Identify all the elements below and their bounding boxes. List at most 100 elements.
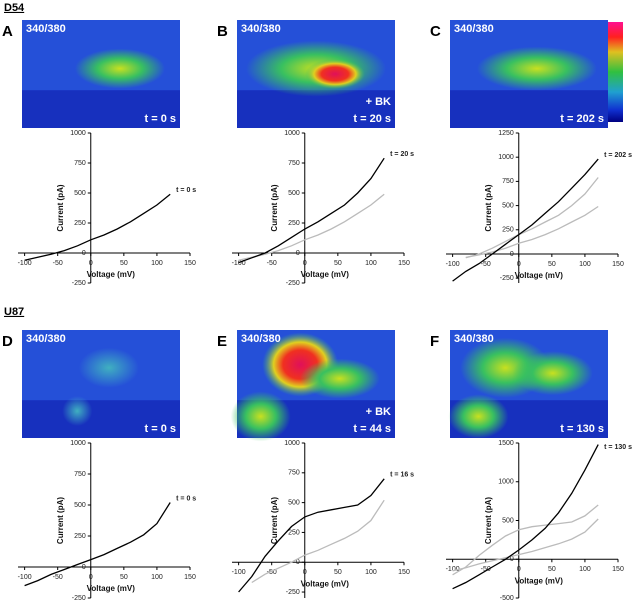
x-axis-label: Voltage (mV) [87, 270, 136, 279]
x-tick-label: 100 [579, 566, 591, 573]
ratio-label: 340/380 [26, 23, 66, 35]
panel-letter: F [430, 333, 439, 350]
x-tick-label: -100 [232, 260, 246, 267]
x-tick-label: -50 [267, 569, 277, 576]
iv-trace [238, 478, 385, 593]
y-tick-label: 750 [288, 160, 300, 167]
y-tick-label: 0 [82, 564, 86, 571]
iv-trace [452, 518, 599, 572]
x-tick-label: 150 [612, 566, 624, 573]
iv-trace [465, 205, 599, 259]
x-tick-label: -50 [267, 260, 277, 267]
x-tick-label: 0 [303, 260, 307, 267]
y-tick-label: -250 [286, 589, 300, 596]
iv-trace [24, 193, 171, 261]
y-tick-label: 1500 [498, 440, 514, 447]
x-tick-label: 0 [517, 261, 521, 268]
cell-signal [62, 396, 93, 426]
cell-signal [448, 394, 509, 439]
cell-signal [74, 48, 165, 89]
y-tick-label: 750 [502, 178, 514, 185]
micrograph-shade [450, 90, 608, 128]
y-tick-label: -500 [500, 595, 514, 602]
x-tick-label: 50 [548, 261, 556, 268]
y-tick-label: 1250 [498, 130, 514, 137]
treatment-label: + BK [366, 406, 391, 418]
x-tick-label: 0 [303, 569, 307, 576]
x-tick-label: 50 [334, 260, 342, 267]
iv-trace [24, 502, 171, 587]
trace-annotation: t = 0 s [176, 187, 196, 194]
ratio-label: 340/380 [241, 333, 281, 345]
micrograph-shade [22, 90, 180, 128]
y-tick-label: 500 [502, 517, 514, 524]
time-label: t = 202 s [560, 113, 604, 125]
x-tick-label: 100 [151, 574, 163, 581]
y-tick-label: 1000 [498, 479, 514, 486]
iv-trace [452, 158, 599, 282]
y-axis-label: Current (pA) [270, 184, 279, 231]
y-tick-label: 1000 [284, 440, 300, 447]
iv-trace [251, 499, 385, 584]
iv-trace [452, 504, 599, 576]
color-scale [607, 22, 623, 122]
x-tick-label: 100 [365, 260, 377, 267]
y-tick-label: 250 [502, 227, 514, 234]
y-tick-label: 750 [288, 470, 300, 477]
y-tick-label: 500 [74, 190, 86, 197]
ratio-label: 340/380 [454, 333, 494, 345]
y-tick-label: 250 [288, 529, 300, 536]
trace-annotation: t = 16 s [390, 472, 414, 479]
cell-signal [230, 391, 291, 442]
y-axis-label: Current (pA) [56, 497, 65, 544]
y-tick-label: 0 [296, 250, 300, 257]
time-label: t = 0 s [145, 113, 177, 125]
iv-trace [238, 157, 385, 264]
trace-annotation: t = 130 s [604, 444, 632, 451]
x-tick-label: 50 [120, 574, 128, 581]
cell-signal [476, 46, 597, 91]
cell-signal [78, 347, 139, 388]
x-tick-label: 150 [184, 260, 196, 267]
x-tick-label: -50 [53, 574, 63, 581]
panel-letter: D [2, 333, 13, 350]
iv-trace [238, 193, 385, 261]
x-axis-label: Voltage (mV) [301, 270, 350, 279]
panel-letter: E [217, 333, 227, 350]
x-tick-label: -100 [446, 566, 460, 573]
x-tick-label: 150 [612, 261, 624, 268]
group-label: U87 [4, 306, 24, 318]
trace-annotation: t = 0 s [176, 495, 196, 502]
y-tick-label: -250 [72, 280, 86, 287]
panel-letter: C [430, 23, 441, 40]
y-tick-label: -250 [72, 595, 86, 602]
x-axis-label: Voltage (mV) [515, 271, 564, 280]
x-tick-label: 0 [89, 574, 93, 581]
ratio-label: 340/380 [454, 23, 494, 35]
x-axis-label: Voltage (mV) [87, 584, 136, 593]
y-axis-label: Current (pA) [484, 497, 493, 544]
x-tick-label: 50 [548, 566, 556, 573]
x-tick-label: 150 [184, 574, 196, 581]
cell-signal [512, 351, 593, 396]
y-axis-label: Current (pA) [484, 184, 493, 231]
time-label: t = 44 s [353, 423, 391, 435]
ratio-label: 340/380 [26, 333, 66, 345]
x-tick-label: 0 [517, 566, 521, 573]
y-tick-label: 0 [82, 250, 86, 257]
y-tick-label: 250 [288, 220, 300, 227]
time-label: t = 20 s [353, 113, 391, 125]
group-label: D54 [4, 2, 25, 14]
trace-annotation: t = 202 s [604, 152, 632, 159]
y-tick-label: 1000 [498, 154, 514, 161]
y-axis-label: Current (pA) [270, 497, 279, 544]
cell-signal [304, 59, 365, 89]
x-axis-label: Voltage (mV) [301, 579, 350, 588]
y-tick-label: 750 [74, 471, 86, 478]
x-tick-label: 150 [398, 260, 410, 267]
y-tick-label: 1000 [284, 130, 300, 137]
x-tick-label: 100 [579, 261, 591, 268]
y-axis-label: Current (pA) [56, 184, 65, 231]
y-tick-label: 1000 [70, 440, 86, 447]
x-tick-label: -50 [481, 261, 491, 268]
